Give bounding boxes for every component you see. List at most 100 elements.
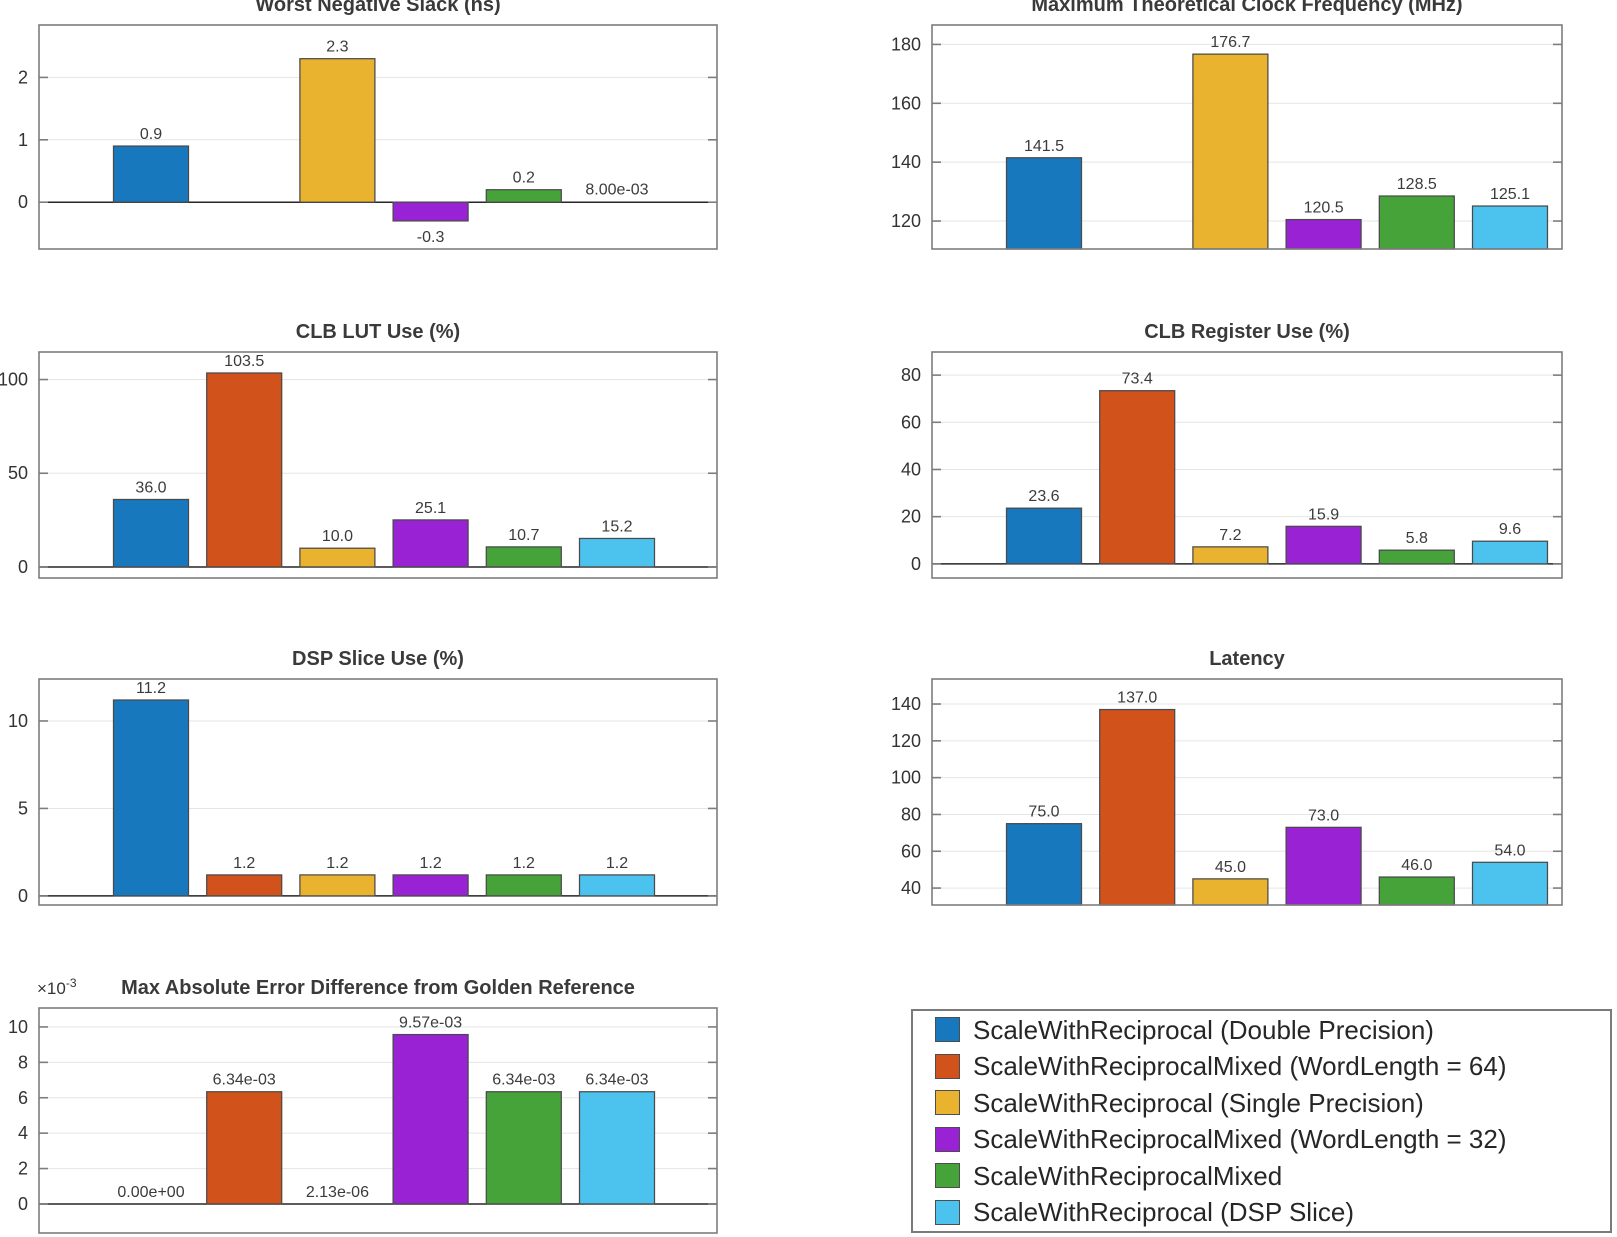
y-tick-label: 8 <box>18 1052 28 1072</box>
chart-worst-negative-slack: Worst Negative Slack (ns) 0.9 2.3 -0.3 0.2 8… <box>0 0 742 265</box>
bar-value-label: 46.0 <box>1401 857 1432 874</box>
legend-item: ScaleWithReciprocalMixed (WordLength = 6… <box>935 1048 1610 1085</box>
bar <box>1099 708 1176 906</box>
chart-title: CLB LUT Use (%) <box>295 321 461 343</box>
legend-item: ScaleWithReciprocal (DSP Slice) <box>935 1194 1610 1231</box>
legend-item: ScaleWithReciprocal (Double Precision) <box>935 1011 1610 1048</box>
bar-value-label: 73.0 <box>1308 807 1339 824</box>
y-tick-label: 5 <box>18 798 28 818</box>
bar <box>1471 861 1549 906</box>
bar-value-label: 10.0 <box>322 528 353 545</box>
bar <box>1099 390 1176 565</box>
bar-value-label: 1.2 <box>419 855 441 872</box>
bar <box>112 699 190 897</box>
bar <box>392 201 469 222</box>
chart-title: Worst Negative Slack (ns) <box>255 0 501 16</box>
bar <box>1192 878 1269 906</box>
plot-box <box>38 351 718 579</box>
bar <box>299 547 376 568</box>
bar <box>112 498 190 568</box>
bar <box>1471 205 1549 250</box>
y-tick-label: 4 <box>18 1123 28 1143</box>
y-tick-label: 1 <box>18 130 28 150</box>
y-tick-label: 80 <box>901 365 921 385</box>
bar <box>1378 549 1455 565</box>
legend-item: ScaleWithReciprocalMixed (WordLength = 3… <box>935 1121 1610 1158</box>
legend-swatch-icon <box>935 1199 960 1225</box>
bar <box>392 519 469 568</box>
bar <box>392 1033 469 1205</box>
bar-value-label: 5.8 <box>1406 530 1428 547</box>
bar-value-label: 103.5 <box>224 353 264 370</box>
bar-value-label: 11.2 <box>136 680 166 697</box>
y-tick-label: 120 <box>891 211 921 231</box>
y-tick-label: 180 <box>891 34 921 54</box>
bar <box>1285 826 1362 906</box>
bar-value-label: 120.5 <box>1304 200 1344 217</box>
legend-label: ScaleWithReciprocalMixed (WordLength = 6… <box>973 1051 1507 1082</box>
y-tick-label: 10 <box>8 711 28 731</box>
chart-title: CLB Register Use (%) <box>1144 321 1350 343</box>
y-tick-label: 60 <box>901 841 921 861</box>
chart-canvas: 23.6 73.4 7.2 15.9 5.8 9.6 0 20 40 60 80 <box>901 351 1563 579</box>
y-tick-label: 50 <box>8 463 28 483</box>
bar <box>206 1091 283 1205</box>
y-tick-label: 0 <box>911 554 921 574</box>
bar <box>112 145 190 203</box>
bar <box>206 874 283 897</box>
legend-label: ScaleWithReciprocalMixed <box>973 1160 1283 1191</box>
chart-dsp-slice-use: DSP Slice Use (%) 11.2 1.2 1.2 1.2 1.2 1.2 0 5 1… <box>0 644 742 921</box>
bar <box>206 372 283 568</box>
legend-swatch-icon <box>935 1163 960 1189</box>
bar-value-label: 73.4 <box>1122 371 1153 388</box>
y-tick-label: 2 <box>18 67 28 87</box>
chart-canvas: 0.9 2.3 -0.3 0.2 8.00e-03 0 1 2 <box>18 24 718 250</box>
bar-value-label: 9.57e-03 <box>399 1015 462 1032</box>
y-tick-label: 120 <box>891 731 921 751</box>
legend-item: ScaleWithReciprocalMixed <box>935 1158 1610 1195</box>
bar <box>1471 540 1549 565</box>
chart-title: Maximum Theoretical Clock Frequency (MHz… <box>1031 0 1463 16</box>
y-tick-label: 10 <box>8 1017 28 1037</box>
legend-label: ScaleWithReciprocal (Double Precision) <box>973 1014 1434 1045</box>
plot-box <box>38 1007 718 1234</box>
bar-value-label: 45.0 <box>1215 859 1246 876</box>
legend-swatch-icon <box>935 1017 960 1043</box>
y-tick-label: 2 <box>18 1159 28 1179</box>
bar-value-label: 0.9 <box>140 126 162 143</box>
y-tick-label: 0 <box>18 886 28 906</box>
bar-value-label: 0.2 <box>513 170 535 187</box>
bar <box>1005 507 1083 565</box>
chart-max-absolute-error: Max Absolute Error Difference from Golde… <box>0 973 742 1237</box>
bar <box>1192 546 1269 565</box>
bar-value-label: 1.2 <box>233 855 255 872</box>
bar <box>485 1091 562 1205</box>
bar-value-label: 141.5 <box>1024 138 1064 155</box>
bar-value-label: 8.00e-03 <box>585 182 648 199</box>
chart-clb-lut-use: CLB LUT Use (%) 36.0 103.5 10.0 25.1 10.7 15.… <box>0 317 742 594</box>
chart-title: DSP Slice Use (%) <box>292 648 464 670</box>
legend-label: ScaleWithReciprocalMixed (WordLength = 3… <box>973 1124 1507 1155</box>
chart-canvas: 141.5 176.7 120.5 128.5 125.1 120 140 160 180 <box>891 24 1563 250</box>
y-tick-label: 160 <box>891 93 921 113</box>
bar <box>1378 876 1455 906</box>
bar-value-label: 25.1 <box>415 500 446 517</box>
y-tick-label: 140 <box>891 694 921 714</box>
bar-value-label: 7.2 <box>1219 527 1241 544</box>
bar-value-label: 2.3 <box>326 39 348 56</box>
plot-box <box>38 24 718 250</box>
bar-value-label: 6.34e-03 <box>213 1072 276 1089</box>
plot-box <box>38 678 718 906</box>
bar-value-label: 54.0 <box>1494 842 1525 859</box>
bar <box>485 874 562 897</box>
bar <box>485 546 562 568</box>
legend-swatch-icon <box>935 1090 960 1116</box>
bar-value-label: 128.5 <box>1397 176 1437 193</box>
y-tick-label: 40 <box>901 459 921 479</box>
legend-item: ScaleWithReciprocal (Single Precision) <box>935 1084 1610 1121</box>
bar <box>578 537 656 568</box>
chart-latency: Latency 75.0 137.0 45.0 73.0 46.0 54.0 40 60 80 1… <box>837 644 1587 921</box>
bar <box>1285 525 1362 565</box>
chart-title: Latency <box>1209 648 1285 670</box>
